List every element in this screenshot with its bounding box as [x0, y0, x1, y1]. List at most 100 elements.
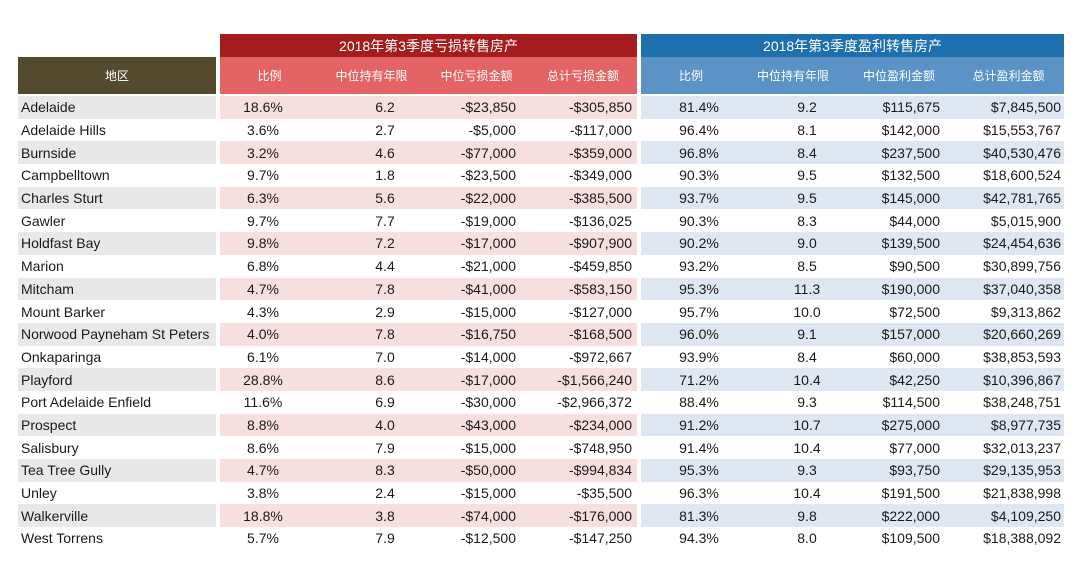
cell-loss-total-amount: -$994,834 — [568, 462, 632, 479]
cell-profit-total-amount: $38,248,751 — [983, 394, 1061, 411]
cell-loss-median-amount: -$43,000 — [460, 416, 516, 433]
cell-profit-holding-years: 9.8 — [797, 507, 817, 524]
cell-area: Adelaide Hills — [21, 122, 106, 139]
cell-profit-share: 95.3% — [679, 462, 719, 479]
cell-loss-total-amount: -$907,900 — [568, 235, 632, 252]
cell-loss-total-amount: -$136,025 — [568, 212, 632, 229]
cell-area: Mount Barker — [21, 303, 106, 320]
cell-loss-share: 3.8% — [247, 485, 279, 502]
cell-profit-total-amount: $18,600,524 — [983, 167, 1061, 184]
cell-profit-holding-years: 8.4 — [797, 144, 817, 161]
cell-profit-share: 96.4% — [679, 122, 719, 139]
cell-profit-median-amount: $60,000 — [889, 348, 940, 365]
cell-loss-median-amount: -$23,500 — [460, 167, 516, 184]
cell-profit-holding-years: 9.3 — [797, 462, 817, 479]
cell-profit-median-amount: $142,000 — [881, 122, 940, 139]
cell-loss-share: 6.3% — [247, 190, 279, 207]
cell-profit-total-amount: $37,040,358 — [983, 280, 1061, 297]
cell-area: Holdfast Bay — [21, 235, 101, 252]
cell-loss-total-amount: -$748,950 — [568, 439, 632, 456]
cell-loss-median-amount: -$17,000 — [460, 235, 516, 252]
cell-loss-total-amount: -$359,000 — [568, 144, 632, 161]
cell-profit-holding-years: 9.1 — [797, 326, 817, 343]
cell-loss-holding-years: 6.9 — [375, 394, 395, 411]
cell-profit-share: 93.9% — [679, 348, 719, 365]
loss-group-header: 2018年第3季度亏损转售房产 — [220, 34, 637, 57]
cell-loss-holding-years: 7.9 — [375, 439, 395, 456]
profit-group-header: 2018年第3季度盈利转售房产 — [641, 34, 1064, 57]
cell-profit-total-amount: $10,396,867 — [983, 371, 1061, 388]
cell-loss-total-amount: -$117,000 — [569, 122, 632, 139]
cell-loss-holding-years: 1.8 — [375, 167, 395, 184]
cell-profit-median-amount: $72,500 — [889, 303, 940, 320]
cell-loss-share: 9.7% — [247, 167, 279, 184]
cell-profit-share: 90.3% — [679, 167, 719, 184]
cell-profit-share: 90.2% — [679, 235, 719, 252]
cell-loss-holding-years: 3.8 — [375, 507, 395, 524]
cell-profit-holding-years: 8.0 — [797, 530, 817, 547]
cell-profit-share: 96.8% — [679, 144, 719, 161]
cell-area: Charles Sturt — [21, 190, 103, 207]
cell-profit-total-amount: $20,660,269 — [983, 326, 1061, 343]
table-row: Burnside 3.2% 4.6 -$77,000 -$359,000 96.8% 8.4… — [18, 141, 1064, 165]
cell-profit-holding-years: 9.3 — [797, 394, 817, 411]
cell-profit-median-amount: $222,000 — [881, 507, 940, 524]
table-row: Charles Sturt 6.3% 5.6 -$22,000 -$385,500 93.… — [18, 186, 1064, 210]
cell-profit-share: 93.7% — [679, 190, 719, 207]
table-row: Marion 6.8% 4.4 -$21,000 -$459,850 93.2% 8.5 $9… — [18, 255, 1064, 278]
cell-loss-total-amount: -$2,966,372 — [557, 394, 632, 411]
cell-profit-total-amount: $30,899,756 — [983, 258, 1061, 275]
cell-profit-holding-years: 10.4 — [793, 485, 821, 502]
cell-profit-median-amount: $145,000 — [881, 190, 940, 207]
cell-loss-holding-years: 7.8 — [375, 326, 395, 343]
cell-loss-holding-years: 8.6 — [375, 371, 395, 388]
cell-profit-holding-years: 8.4 — [797, 348, 817, 365]
header-loss-share: 比例 — [220, 57, 319, 94]
table-row: Walkerville 18.8% 3.8 -$74,000 -$176,000 81.3… — [18, 504, 1064, 528]
cell-profit-total-amount: $24,454,636 — [983, 235, 1061, 252]
cell-profit-share: 95.3% — [679, 280, 719, 297]
cell-area: Walkerville — [21, 507, 89, 524]
cell-loss-median-amount: -$16,750 — [460, 326, 516, 343]
cell-loss-share: 4.0% — [247, 326, 279, 343]
cell-loss-median-amount: -$15,000 — [460, 439, 516, 456]
cell-area: Playford — [21, 371, 73, 388]
cell-loss-holding-years: 2.4 — [375, 485, 395, 502]
table-row: West Torrens 5.7% 7.9 -$12,500 -$147,250 94.3… — [18, 527, 1064, 550]
cell-loss-median-amount: -$23,850 — [460, 99, 516, 116]
cell-loss-total-amount: -$168,500 — [568, 326, 632, 343]
cell-loss-share: 4.3% — [247, 303, 279, 320]
cell-area: Port Adelaide Enfield — [21, 394, 151, 411]
cell-loss-total-amount: -$972,667 — [568, 348, 632, 365]
cell-profit-holding-years: 11.3 — [793, 280, 821, 297]
table-row: Playford 28.8% 8.6 -$17,000 -$1,566,240 71.2%… — [18, 368, 1064, 391]
cell-loss-share: 11.6% — [243, 394, 283, 411]
cell-loss-median-amount: -$17,000 — [460, 371, 516, 388]
cell-loss-total-amount: -$385,500 — [568, 190, 632, 207]
cell-profit-median-amount: $93,750 — [889, 462, 940, 479]
cell-profit-total-amount: $15,553,767 — [983, 122, 1061, 139]
cell-loss-share: 28.8% — [243, 371, 283, 388]
cell-profit-total-amount: $4,109,250 — [990, 507, 1061, 524]
cell-area: Marion — [21, 258, 64, 275]
column-header-row: 地区 比例 中位持有年限 中位亏损金额 总计亏损金额 比例 中位持有年限 中位盈… — [18, 57, 1064, 94]
cell-loss-median-amount: -$15,000 — [460, 485, 516, 502]
cell-profit-median-amount: $109,500 — [881, 530, 940, 547]
cell-loss-median-amount: -$5,000 — [468, 122, 516, 139]
cell-loss-total-amount: -$35,500 — [576, 485, 632, 502]
cell-loss-holding-years: 7.8 — [375, 280, 395, 297]
cell-profit-share: 91.2% — [679, 416, 719, 433]
cell-profit-total-amount: $42,781,765 — [983, 190, 1061, 207]
cell-profit-total-amount: $7,845,500 — [990, 99, 1061, 116]
table-row: Gawler 9.7% 7.7 -$19,000 -$136,025 90.3% 8.3 $4… — [18, 209, 1064, 232]
cell-area: Prospect — [21, 416, 77, 433]
cell-profit-share: 96.0% — [679, 326, 719, 343]
header-loss-median-amount: 中位亏损金额 — [424, 57, 529, 94]
header-loss-total-amount: 总计亏损金额 — [529, 57, 637, 94]
cell-area: Salisbury — [21, 439, 79, 456]
cell-profit-total-amount: $21,838,998 — [983, 485, 1061, 502]
cell-profit-holding-years: 9.5 — [797, 167, 817, 184]
cell-loss-share: 6.8% — [247, 258, 279, 275]
cell-profit-median-amount: $132,500 — [881, 167, 940, 184]
cell-profit-holding-years: 9.5 — [797, 190, 817, 207]
